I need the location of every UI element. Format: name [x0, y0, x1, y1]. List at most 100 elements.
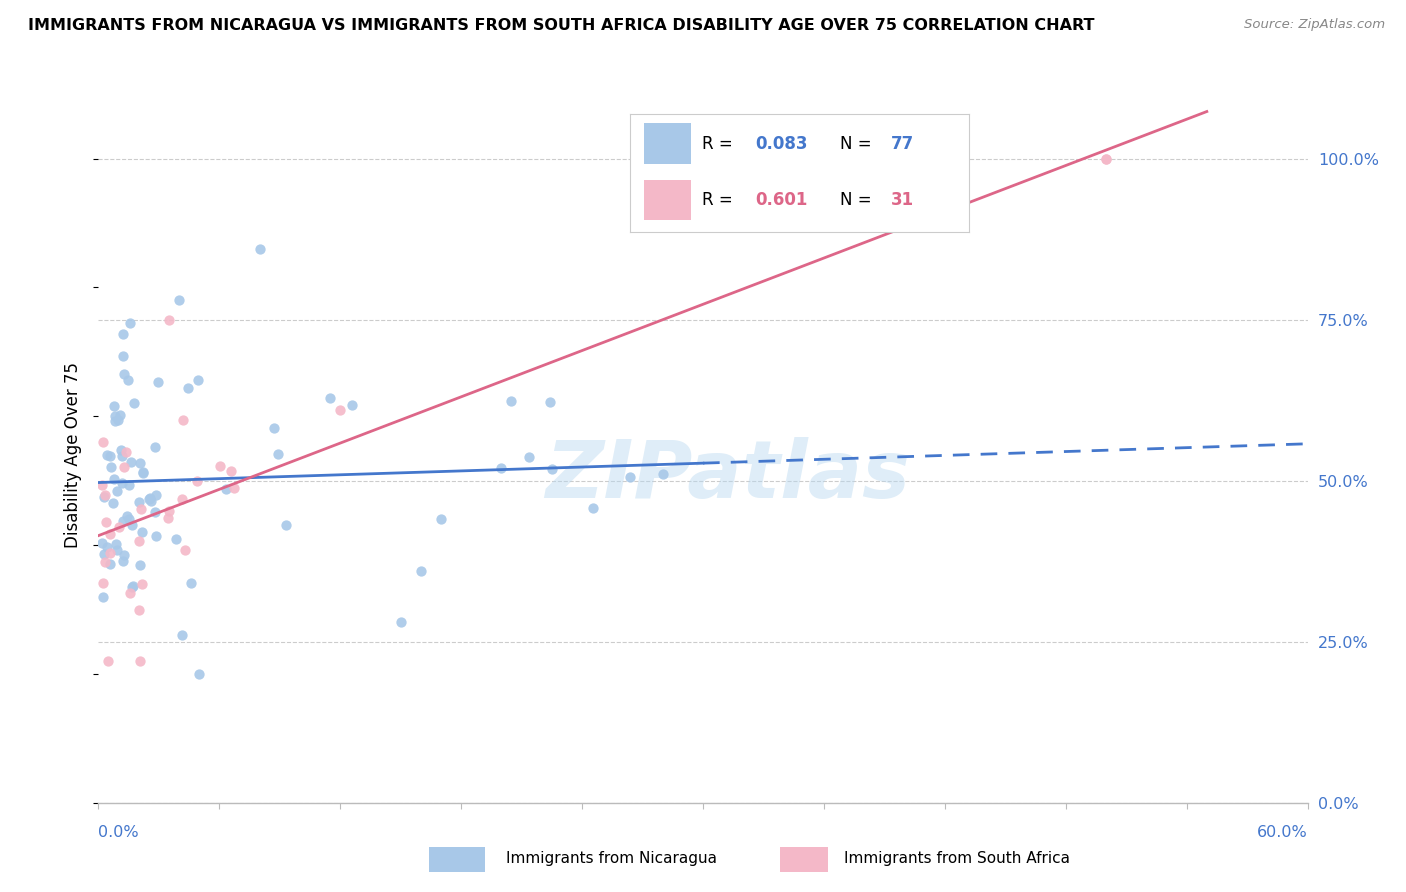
Point	[172, 413, 194, 427]
Point	[94, 555, 117, 569]
Point	[129, 457, 152, 471]
Point	[222, 481, 245, 495]
Point	[131, 525, 153, 540]
Point	[157, 504, 180, 518]
Point	[157, 312, 180, 326]
Point	[172, 627, 194, 641]
Point	[318, 391, 340, 405]
Y-axis label: Disability Age Over 75: Disability Age Over 75	[65, 362, 83, 548]
Point	[276, 517, 298, 532]
Point	[157, 511, 180, 525]
Point	[91, 434, 114, 449]
Point	[110, 408, 132, 422]
Point	[112, 549, 135, 563]
Point	[188, 667, 211, 681]
Point	[263, 420, 285, 434]
Point	[187, 373, 209, 387]
Point	[131, 576, 153, 591]
Point	[112, 459, 135, 474]
Point	[98, 557, 121, 571]
Text: Immigrants from Nicaragua: Immigrants from Nicaragua	[506, 851, 717, 865]
Point	[121, 518, 143, 533]
Point	[97, 654, 120, 668]
Point	[541, 462, 564, 476]
Point	[112, 553, 135, 567]
Point	[129, 558, 152, 573]
Point	[215, 483, 238, 497]
Point	[128, 602, 150, 616]
Point	[517, 450, 540, 464]
Text: 60.0%: 60.0%	[1257, 825, 1308, 840]
Point	[491, 460, 513, 475]
Point	[619, 470, 641, 484]
Point	[118, 478, 141, 492]
Point	[143, 440, 166, 454]
Point	[582, 500, 605, 515]
Point	[105, 542, 128, 557]
Point	[94, 516, 117, 530]
Point	[1095, 152, 1118, 166]
Point	[91, 536, 114, 550]
Point	[249, 242, 271, 256]
Point	[138, 491, 160, 505]
Point	[138, 491, 160, 506]
Point	[91, 477, 114, 491]
Point	[180, 575, 202, 590]
Point	[186, 474, 208, 488]
Text: IMMIGRANTS FROM NICARAGUA VS IMMIGRANTS FROM SOUTH AFRICA DISABILITY AGE OVER 75: IMMIGRANTS FROM NICARAGUA VS IMMIGRANTS …	[28, 18, 1095, 33]
Point	[128, 533, 150, 548]
Point	[143, 505, 166, 519]
Point	[91, 575, 114, 590]
Point	[146, 375, 169, 389]
Point	[651, 467, 673, 482]
Point	[129, 654, 152, 668]
Point	[112, 326, 135, 341]
Point	[174, 543, 197, 558]
Point	[100, 460, 122, 475]
Point	[93, 547, 115, 561]
Point	[170, 492, 193, 507]
Point	[108, 519, 131, 533]
Point	[115, 445, 138, 459]
Text: ZIPatlas: ZIPatlas	[544, 437, 910, 515]
Point	[98, 527, 121, 541]
Point	[128, 495, 150, 509]
Point	[131, 502, 153, 516]
Point	[219, 464, 242, 478]
Point	[267, 447, 290, 461]
Point	[104, 409, 127, 423]
Point	[430, 512, 453, 526]
Point	[120, 586, 142, 600]
Point	[122, 396, 145, 410]
Text: Source: ZipAtlas.com: Source: ZipAtlas.com	[1244, 18, 1385, 31]
Point	[208, 458, 231, 473]
Point	[103, 496, 125, 510]
Point	[409, 564, 432, 578]
Point	[110, 443, 132, 458]
Point	[111, 476, 134, 491]
Point	[1095, 152, 1118, 166]
Point	[105, 484, 128, 499]
Point	[94, 488, 117, 502]
Point	[145, 488, 167, 502]
Point	[98, 545, 121, 559]
Point	[165, 532, 187, 546]
Point	[120, 455, 142, 469]
Point	[121, 580, 143, 594]
Point	[145, 529, 167, 543]
Point	[117, 512, 139, 526]
Point	[117, 373, 139, 387]
Point	[104, 537, 127, 551]
Point	[342, 399, 364, 413]
Point	[131, 466, 153, 480]
Point	[98, 449, 121, 463]
Text: 0.0%: 0.0%	[98, 825, 139, 840]
Point	[120, 316, 142, 330]
Point	[499, 394, 522, 409]
Point	[176, 380, 198, 394]
Point	[91, 591, 114, 605]
Point	[104, 414, 127, 428]
Point	[96, 540, 118, 554]
Point	[117, 508, 139, 523]
Point	[112, 367, 135, 381]
